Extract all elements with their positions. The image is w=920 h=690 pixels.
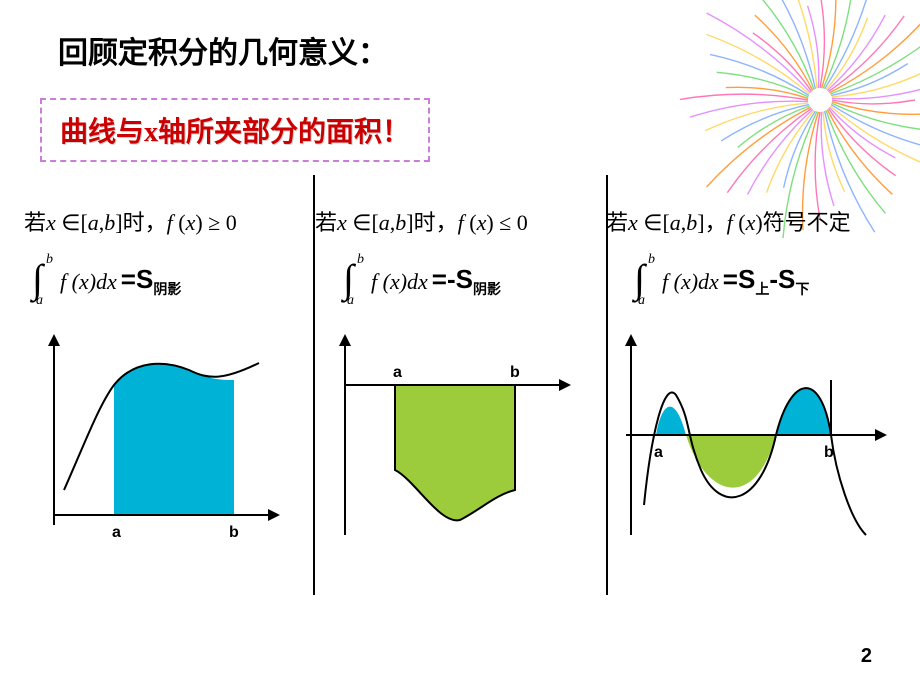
cases-row: 若x ∈[a,b]时，f (x) ≥ 0 ∫ b a f (x)dx =S阴影 … bbox=[20, 170, 900, 610]
svg-text:a: a bbox=[654, 444, 663, 461]
condition-text: 若x ∈[a,b]，f (x)符号不定 bbox=[606, 205, 896, 237]
svg-text:b: b bbox=[824, 444, 834, 461]
svg-text:a: a bbox=[112, 524, 121, 541]
page-number: 2 bbox=[861, 645, 872, 668]
plot-mixed: a b bbox=[606, 325, 896, 555]
integral-equation: ∫ b a f (x)dx =S阴影 bbox=[24, 257, 307, 307]
integral-equation: ∫ b a f (x)dx =S上-S下 bbox=[626, 257, 896, 307]
condition-text: 若x ∈[a,b]时，f (x) ≤ 0 bbox=[315, 205, 598, 237]
plot-positive: a b bbox=[24, 325, 294, 555]
case-mixed: 若x ∈[a,b]，f (x)符号不定 ∫ b a f (x)dx =S上-S下 bbox=[602, 170, 900, 610]
integral-equation: ∫ b a f (x)dx =-S阴影 bbox=[335, 257, 598, 307]
page-title: 回顾定积分的几何意义： bbox=[58, 28, 388, 72]
condition-text: 若x ∈[a,b]时，f (x) ≥ 0 bbox=[24, 205, 307, 237]
svg-text:b: b bbox=[229, 524, 239, 541]
svg-text:b: b bbox=[510, 364, 520, 381]
plot-negative: a b bbox=[315, 325, 585, 555]
svg-text:a: a bbox=[393, 364, 402, 381]
case-positive: 若x ∈[a,b]时，f (x) ≥ 0 ∫ b a f (x)dx =S阴影 … bbox=[20, 170, 311, 610]
subtitle: 曲线与x轴所夹部分的面积！ bbox=[60, 117, 410, 148]
subtitle-box: 曲线与x轴所夹部分的面积！ bbox=[40, 98, 430, 162]
case-negative: 若x ∈[a,b]时，f (x) ≤ 0 ∫ b a f (x)dx =-S阴影… bbox=[311, 170, 602, 610]
